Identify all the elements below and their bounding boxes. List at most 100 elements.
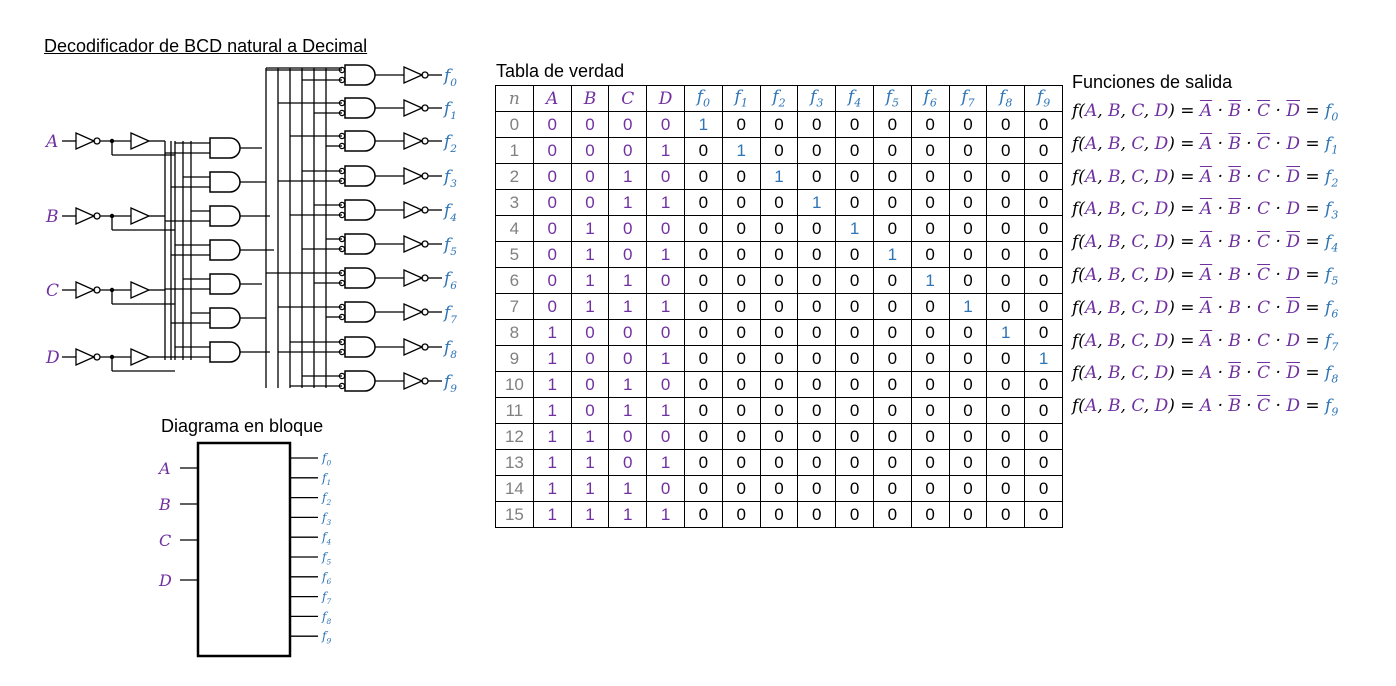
output-inverter-7 — [403, 302, 429, 322]
truth-table-cell: 0 — [570, 345, 610, 372]
output-and-gate-3-body — [344, 165, 376, 187]
truth-table-cell: 1 — [721, 137, 761, 164]
output-inverter-2-shape — [403, 131, 424, 151]
truth-table-cell: 0 — [797, 423, 837, 450]
input-buffer-c-shape — [130, 280, 151, 300]
truth-table-cell: 0 — [570, 371, 610, 398]
truth-table-cell: 0 — [910, 397, 950, 424]
truth-table-cell: 0 — [948, 449, 988, 476]
truth-table-cell: 0 — [646, 267, 685, 294]
truth-table-cell: 0 — [721, 423, 761, 450]
output-inverter-0-shape — [403, 65, 424, 85]
block-output-f1: f1 — [321, 471, 331, 487]
truth-table-cell: 1 — [608, 475, 648, 502]
input-inverter-a-shape — [75, 131, 96, 151]
truth-table-cell: 0 — [986, 501, 1026, 528]
truth-table-cell: 8 — [495, 319, 534, 346]
truth-table-cell: 0 — [721, 449, 761, 476]
output-and-gate-4-body — [344, 199, 376, 221]
output-inverter-3-shape — [403, 166, 424, 186]
truth-table-cell: 0 — [570, 319, 610, 346]
middle-and-gate-3 — [209, 239, 241, 261]
truth-table-cell: 0 — [948, 163, 988, 190]
truth-table-cell: 0 — [683, 423, 723, 450]
truth-table-row: 11 1 0 1 1 0 0 0 0 0 0 0 0 0 0 — [495, 397, 1063, 424]
truth-table-cell: 0 — [948, 215, 988, 242]
truth-table-cell: 0 — [797, 449, 837, 476]
truth-table-cell: 0 — [986, 293, 1026, 320]
truth-table-cell: 0 — [872, 345, 912, 372]
truth-table-cell: 0 — [1024, 319, 1063, 346]
truth-table-cell: 0 — [835, 189, 874, 216]
truth-table-cell: 0 — [1024, 137, 1063, 164]
output-and-gate-5-body — [344, 233, 376, 255]
output-function-f6: f(A, B, C, D) = A · B · C · D = f6 — [1072, 297, 1339, 321]
truth-table-cell: 0 — [646, 371, 685, 398]
output-and-gate-2-body — [344, 130, 376, 152]
truth-table-header-f7: f7 — [948, 85, 988, 112]
middle-and-gate-6-body — [209, 341, 241, 363]
truth-table-header-f1: f1 — [721, 85, 761, 112]
truth-table-cell: 1 — [570, 241, 610, 268]
truth-table-cell: 2 — [495, 163, 534, 190]
truth-table-cell: 1 — [986, 319, 1026, 346]
middle-and-gate-4 — [209, 273, 241, 295]
truth-table-cell: 0 — [1024, 423, 1063, 450]
truth-table-cell: 0 — [759, 397, 799, 424]
block-diagram: ABC Df0 f1 f2 f3 f4 f5 f6 f7 f8 f9 — [157, 441, 331, 658]
truth-table-cell: 0 — [797, 215, 837, 242]
output-function-f2: f(A, B, C, D) = A · B · C · D = f2 — [1072, 166, 1339, 189]
truth-table-header-n: n — [495, 85, 534, 112]
truth-table-cell: 0 — [608, 215, 648, 242]
truth-table-cell: 1 — [646, 345, 685, 372]
truth-table-cell: 0 — [608, 319, 648, 346]
output-inverter-6 — [403, 268, 429, 288]
truth-table-cell: 0 — [835, 137, 874, 164]
output-inverter-8-shape — [403, 337, 424, 357]
truth-table-cell: 0 — [986, 163, 1026, 190]
output-function-f8: f(A, B, C, D) = A · B · C · D = f8 — [1072, 363, 1339, 386]
truth-table-cell: 0 — [759, 189, 799, 216]
truth-table-cell: 0 — [1024, 293, 1063, 320]
circuit-input-b: B — [45, 207, 59, 227]
truth-table-header-B: B — [570, 85, 610, 112]
block-input-c: C — [159, 531, 171, 550]
circuit-output-f3: f3 — [442, 167, 457, 190]
output-function-f4: f(A, B, C, D) = A · B · C · D = f4 — [1072, 232, 1339, 255]
truth-table-cell: 0 — [570, 111, 610, 138]
truth-table-cell: 0 — [721, 111, 761, 138]
truth-table-cell: 0 — [570, 163, 610, 190]
truth-table-cell: 0 — [835, 475, 874, 502]
circuit-title: Decodificador de BCD natural a Decimal — [44, 36, 368, 56]
circuit-output-f0: f0 — [442, 66, 457, 89]
truth-table-cell: 0 — [532, 163, 572, 190]
truth-table-cell: 0 — [759, 111, 799, 138]
block-input-a: A — [157, 459, 171, 478]
truth-table-cell: 1 — [608, 397, 648, 424]
output-inverter-1 — [403, 98, 429, 118]
truth-table-cell: 0 — [910, 293, 950, 320]
truth-table-cell: 0 — [910, 449, 950, 476]
truth-table-cell: 0 — [683, 397, 723, 424]
truth-table-cell: 11 — [495, 397, 534, 424]
truth-table-cell: 1 — [608, 163, 648, 190]
truth-table-cell: 4 — [495, 215, 534, 242]
truth-table-cell: 0 — [721, 215, 761, 242]
truth-table-cell: 1 — [532, 397, 572, 424]
truth-table-cell: 0 — [1024, 241, 1063, 268]
truth-table-cell: 0 — [683, 345, 723, 372]
truth-table-cell: 0 — [835, 423, 874, 450]
truth-table-cell: 0 — [797, 371, 837, 398]
truth-table-cell: 0 — [910, 111, 950, 138]
truth-table-cell: 0 — [532, 137, 572, 164]
truth-table-cell: 9 — [495, 345, 534, 372]
truth-table-cell: 0 — [683, 371, 723, 398]
truth-table-header-A: A — [532, 85, 572, 112]
truth-table-cell: 0 — [721, 397, 761, 424]
output-inverter-3 — [403, 166, 429, 186]
output-functions-list: f(A, B, C, D) = A · B · C · D = f0 f(A, B… — [1072, 98, 1338, 426]
block-input-d: D — [158, 571, 172, 590]
truth-table-cell: 0 — [948, 501, 988, 528]
output-inverter-4-shape — [403, 200, 424, 220]
